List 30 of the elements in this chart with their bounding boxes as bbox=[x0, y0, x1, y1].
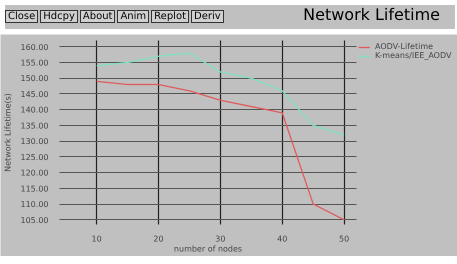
y-tick-label: 135.00 bbox=[20, 121, 49, 130]
chart-title: Network Lifetime bbox=[303, 5, 440, 24]
y-tick-label: 125.00 bbox=[20, 152, 49, 162]
x-axis-title: number of nodes bbox=[174, 244, 242, 254]
line-series bbox=[96, 80, 345, 220]
y-tick-label: 145.00 bbox=[20, 90, 49, 99]
y-tick-label: 160.00 bbox=[20, 42, 49, 52]
text: Deriv bbox=[191, 10, 224, 23]
x-tick-label: 40 bbox=[277, 234, 288, 244]
y-tick-label: 155.00 bbox=[20, 58, 49, 68]
x-tick-label: 30 bbox=[215, 234, 226, 244]
text: About bbox=[80, 10, 116, 23]
legend-label: AODV-Lifetime bbox=[375, 42, 434, 51]
x-tick-label: 20 bbox=[153, 234, 164, 244]
y-tick-label: 140.00 bbox=[20, 106, 49, 115]
y-axis-title: Network Lifetime(s) bbox=[4, 93, 13, 172]
y-tick-label: 115.00 bbox=[20, 184, 49, 194]
y-tick-label: 120.00 bbox=[20, 168, 49, 178]
text: Anim bbox=[117, 10, 150, 23]
y-tick-label: 130.00 bbox=[20, 137, 49, 146]
text: Replot bbox=[151, 10, 189, 23]
text: Hdcpy bbox=[40, 10, 78, 23]
x-tick-label: 50 bbox=[339, 234, 350, 244]
text: Close bbox=[5, 10, 38, 23]
legend-label: K-means/IEE_AODV bbox=[375, 51, 452, 60]
line-series bbox=[96, 52, 345, 136]
y-tick-label: 105.00 bbox=[20, 216, 49, 225]
x-tick-label: 10 bbox=[92, 234, 102, 244]
y-tick-label: 110.00 bbox=[20, 200, 49, 210]
y-tick-label: 150.00 bbox=[20, 74, 49, 84]
